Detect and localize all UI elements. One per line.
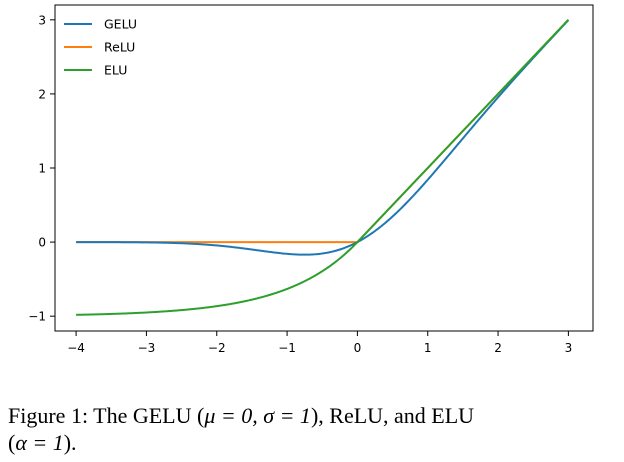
activation-chart: −4 −3 −2 −1 0 1 2 3 −1 0 1 2 3 GELU ReLU ELU (28, 4, 594, 355)
y-tick-label: 3 (38, 13, 46, 27)
plot-frame (54, 4, 594, 332)
y-tick-label: −1 (28, 310, 46, 324)
caption-elu-params: α = 1 (15, 430, 64, 455)
caption-prefix: Figure 1: The GELU ( (8, 403, 205, 428)
legend: GELU ReLU ELU (64, 17, 137, 78)
figure-caption: Figure 1: The GELU (μ = 0, σ = 1), ReLU,… (8, 402, 620, 456)
x-tick-label: 2 (494, 341, 502, 355)
x-tick-label: −4 (67, 341, 85, 355)
caption-gelu-params: μ = 0, σ = 1 (204, 403, 311, 428)
legend-label-relu: ReLU (104, 40, 135, 55)
x-tick-label: 1 (424, 341, 432, 355)
x-tick-label: −2 (208, 341, 226, 355)
y-tick-label: 2 (38, 87, 46, 101)
y-tick-label: 1 (38, 162, 46, 176)
series-line-elu (76, 19, 570, 316)
x-tick-label: 0 (354, 341, 362, 355)
x-tick-label: 3 (565, 341, 573, 355)
series-lines (76, 19, 570, 316)
caption-middle: ), ReLU, and ELU (310, 403, 475, 428)
y-axis-ticks: −1 0 1 2 3 (28, 13, 55, 324)
legend-label-elu: ELU (104, 63, 127, 78)
y-tick-label: 0 (38, 236, 46, 250)
series-line-gelu (76, 19, 570, 256)
x-axis-ticks: −4 −3 −2 −1 0 1 2 3 (67, 331, 572, 355)
x-tick-label: −1 (278, 341, 296, 355)
x-tick-label: −3 (138, 341, 156, 355)
series-line-relu (76, 19, 570, 244)
caption-line2-open: ( (8, 430, 16, 455)
caption-line2-close: ). (63, 430, 77, 455)
legend-label-gelu: GELU (104, 17, 137, 32)
